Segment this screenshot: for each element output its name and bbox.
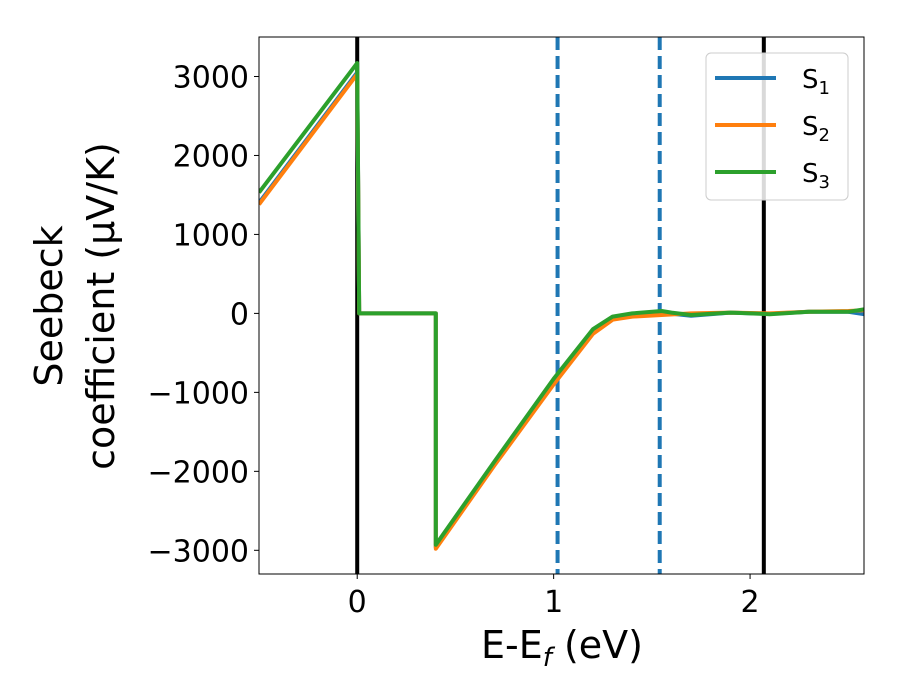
series-lines	[259, 61, 864, 551]
x-tick-label-2: 2	[741, 585, 760, 620]
x-ticks: 0 1 2	[348, 574, 760, 620]
legend-label-2: S2	[802, 112, 830, 146]
legend-label-1: S1	[802, 65, 830, 99]
plot-frame	[258, 36, 865, 575]
legend: S1 S2 S3	[705, 52, 849, 201]
vertical-markers	[355, 37, 766, 574]
y-axis-label-line1: Seebeck	[27, 225, 71, 386]
y-axis-label-line2: coefficient (μV/K)	[79, 142, 123, 470]
y-tick-label-1: 2000	[173, 139, 249, 174]
y-tick-label-0: 3000	[173, 60, 249, 95]
legend-label-3: S3	[802, 159, 830, 193]
legend-box	[705, 52, 849, 201]
y-axis-label: Seebeck coefficient (μV/K)	[27, 142, 123, 470]
y-tick-label-5: −2000	[148, 455, 249, 490]
y-tick-label-4: −1000	[148, 376, 249, 411]
x-axis-label: E-Ef (eV)	[481, 623, 643, 673]
series-line-3	[259, 61, 864, 547]
x-tick-label-1: 1	[544, 585, 563, 620]
y-tick-label-6: −3000	[148, 534, 249, 569]
x-axis-label-main: E-E	[481, 623, 543, 667]
y-ticks: 3000 2000 1000 0 −1000 −2000 −3000	[148, 60, 259, 569]
x-tick-label-0: 0	[348, 585, 367, 620]
y-tick-label-3: 0	[230, 297, 249, 332]
x-axis-label-unit: (eV)	[552, 623, 643, 667]
y-tick-label-2: 1000	[173, 218, 249, 253]
